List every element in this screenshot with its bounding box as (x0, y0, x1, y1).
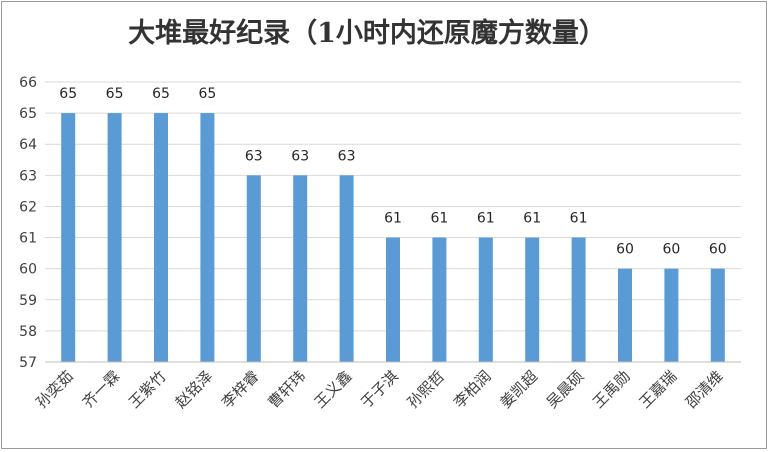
data-label: 61 (523, 211, 541, 227)
bar (200, 113, 215, 362)
x-category-label: 王义鑫 (311, 367, 356, 412)
data-label: 60 (662, 242, 680, 258)
data-label: 65 (106, 86, 124, 102)
bar (154, 113, 168, 362)
bar (710, 268, 725, 362)
x-category-label: 李梓睿 (218, 367, 263, 412)
data-label: 60 (616, 242, 634, 258)
y-tick-label: 58 (19, 324, 37, 340)
x-category-label: 吴晨硕 (543, 367, 588, 412)
y-axis-ticks: 57 58 59 60 61 62 63 64 65 66 (19, 75, 37, 371)
bar (386, 237, 400, 362)
data-label: 63 (338, 148, 356, 164)
bar (246, 175, 261, 362)
y-tick-label: 64 (19, 137, 37, 153)
x-category-label: 王紫竹 (125, 367, 170, 412)
y-tick-label: 61 (19, 231, 37, 247)
data-labels: 65 65 65 65 63 63 63 61 61 61 61 61 60 60 60 (59, 86, 726, 258)
y-tick-label: 62 (19, 199, 37, 215)
data-label: 65 (59, 86, 77, 102)
y-tick-label: 65 (19, 106, 37, 122)
data-label: 63 (291, 148, 309, 164)
x-category-label: 孙奕茹 (32, 367, 77, 412)
bar (664, 268, 679, 362)
x-category-label: 王嘉瑞 (636, 367, 681, 412)
data-label: 65 (198, 86, 216, 102)
data-label: 61 (384, 211, 402, 227)
bar (618, 268, 632, 362)
data-label: 60 (709, 242, 727, 258)
chart-title: 大堆最好纪录（1小时内还原魔方数量） (128, 17, 606, 49)
y-tick-label: 63 (19, 168, 37, 184)
bar (107, 113, 122, 362)
x-category-label: 于子淇 (357, 367, 402, 412)
y-tick-label: 57 (19, 355, 37, 371)
data-label: 65 (152, 86, 170, 102)
bar (293, 175, 308, 362)
bar (61, 113, 76, 362)
x-category-label: 赵铭泽 (172, 367, 217, 412)
y-tick-label: 66 (19, 75, 37, 91)
x-category-label: 李柏润 (450, 367, 495, 412)
x-category-label: 齐一霖 (79, 367, 124, 412)
bar (525, 237, 540, 362)
data-label: 63 (245, 148, 263, 164)
x-category-label: 邵清维 (682, 367, 727, 412)
y-tick-label: 59 (19, 293, 37, 309)
bar (478, 237, 493, 362)
x-category-label: 王禹勋 (589, 367, 634, 412)
y-tick-label: 60 (19, 262, 37, 278)
bar (432, 237, 447, 362)
data-label: 61 (570, 211, 588, 227)
data-label: 61 (477, 211, 495, 227)
x-category-label: 孙熙哲 (404, 367, 449, 412)
x-category-label: 姜凯超 (496, 367, 541, 412)
bar (339, 175, 354, 362)
x-category-label: 曹轩玮 (264, 367, 309, 412)
bar (571, 237, 586, 362)
data-label: 61 (430, 211, 448, 227)
bars (61, 113, 725, 362)
x-axis-categories: 孙奕茹 齐一霖 王紫竹 赵铭泽 李梓睿 曹轩玮 王义鑫 于子淇 孙熙哲 李柏润 姜凯超 吴晨硕 王禹勋王… (32, 367, 726, 412)
